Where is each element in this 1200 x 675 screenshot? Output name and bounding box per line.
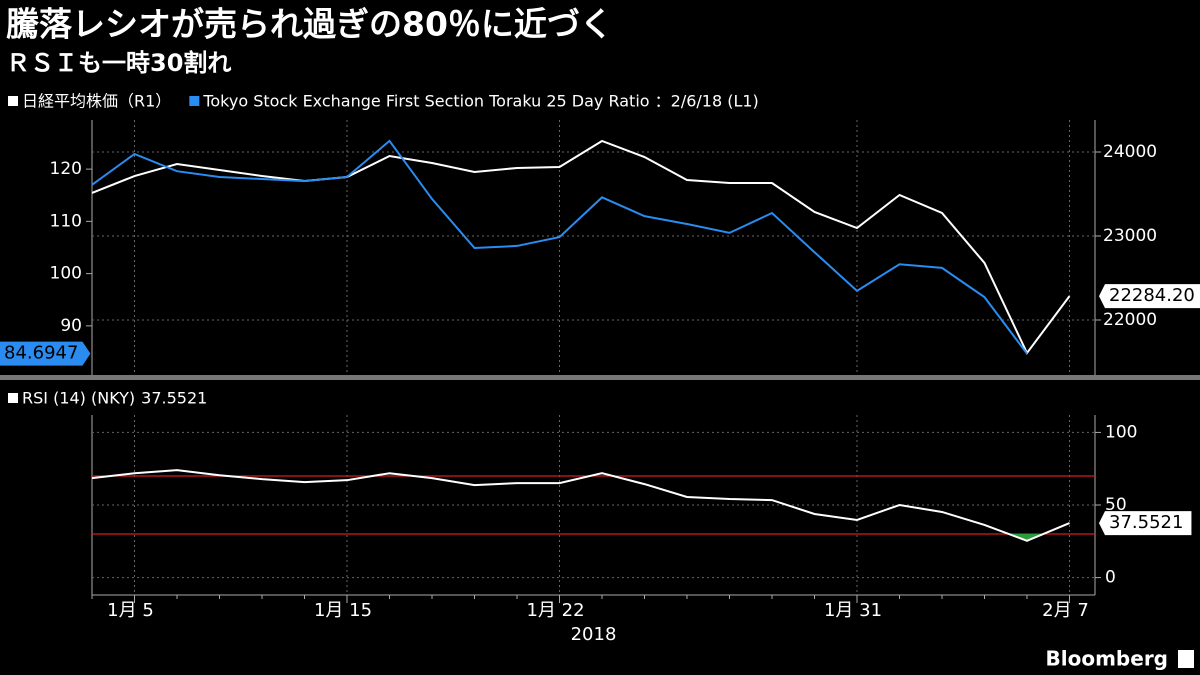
x-axis-label: 2018 — [571, 624, 617, 645]
y-tick-label: 120 — [50, 159, 82, 179]
value-box: 84.6947 — [0, 341, 91, 366]
logo-icon — [1178, 650, 1194, 668]
y-tick-label: 110 — [50, 211, 82, 231]
source: Bloomberg — [1046, 647, 1168, 671]
legend-label: 日経平均株価（R1） — [22, 92, 171, 111]
value-box-bg — [1099, 511, 1192, 536]
subtitle: ＲＳＩも一時30割れ — [6, 49, 231, 77]
legend-label: Tokyo Stock Exchange First Section Torak… — [202, 92, 758, 111]
series-line — [91, 139, 1028, 355]
y-tick-label: 0 — [1105, 568, 1116, 588]
legend-label: RSI (14) (NKY) — [22, 389, 135, 408]
legend-value: 37.5521 — [141, 389, 207, 408]
y2-tick-label: 22000 — [1103, 310, 1157, 330]
y-tick-label: 50 — [1105, 495, 1127, 515]
value-box-label: 37.5521 — [1109, 512, 1183, 533]
y-tick-label: 100 — [1105, 422, 1137, 442]
value-box-bg — [0, 341, 91, 366]
legend-swatch — [8, 96, 18, 106]
series-line — [91, 139, 1071, 355]
y-tick-label: 90 — [60, 316, 82, 336]
value-box-label: 22284.20 — [1109, 285, 1195, 306]
y2-tick-label: 23000 — [1103, 226, 1157, 246]
x-tick-label: 1月 5 — [107, 600, 154, 621]
y2-tick-label: 24000 — [1103, 142, 1157, 162]
panel-divider — [0, 375, 1200, 380]
x-tick-label: 1月 31 — [824, 600, 882, 621]
title: 騰落レシオが売られ過ぎの80％に近づく — [6, 5, 613, 44]
x-tick-label: 1月 22 — [526, 600, 584, 621]
legend-swatch — [8, 393, 18, 403]
series-line — [91, 469, 1070, 542]
x-tick-label: 2月 7 — [1042, 600, 1089, 621]
value-box-label: 84.6947 — [4, 343, 78, 364]
value-box: 22284.20 — [1099, 284, 1200, 309]
legend-swatch — [189, 96, 200, 106]
x-tick-label: 1月 15 — [314, 600, 372, 621]
value-box-bg — [1099, 284, 1200, 309]
value-box: 37.5521 — [1099, 511, 1192, 536]
y-tick-label: 100 — [50, 264, 82, 284]
